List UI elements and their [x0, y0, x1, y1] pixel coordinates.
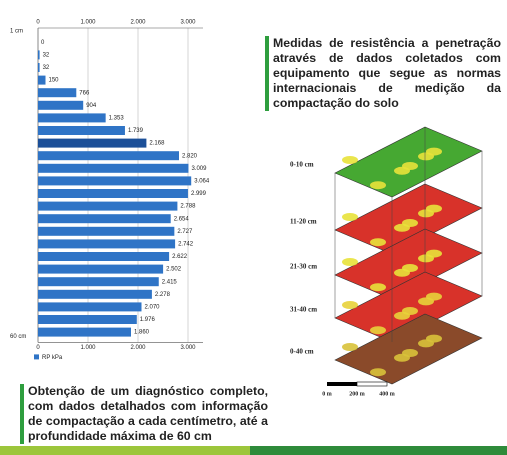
scale-bar: [356, 381, 388, 387]
bar: [38, 63, 40, 72]
bar: [38, 289, 152, 299]
caption: Obtenção de um diagnóstico completo, com…: [20, 384, 268, 444]
value-label: 3.064: [194, 178, 210, 184]
map-blob: [426, 147, 442, 156]
x-tick-label-top: 1.000: [80, 20, 96, 26]
map-blob: [370, 326, 386, 335]
layer-label: 21-30 cm: [290, 263, 317, 271]
value-label: 2.788: [180, 204, 196, 210]
map-blob: [402, 349, 418, 357]
x-tick-label-top: 3.000: [180, 20, 196, 26]
map-title: Medidas de resistência a penetração atra…: [265, 36, 501, 111]
bar: [38, 50, 40, 60]
bar: [38, 100, 84, 110]
value-label: 32: [43, 65, 50, 71]
value-label: 2.742: [178, 241, 194, 247]
bar: [38, 138, 147, 148]
x-tick-label-bottom: 3.000: [180, 345, 196, 351]
value-label: 2.820: [182, 153, 198, 159]
layer-label: 11-20 cm: [290, 218, 317, 226]
bar: [38, 239, 176, 249]
x-tick-label-top: 2.000: [130, 20, 146, 26]
layer-label: 0-10 cm: [290, 161, 314, 169]
bar: [38, 201, 178, 211]
value-label: 2.622: [172, 254, 188, 260]
bar: [38, 264, 164, 274]
map-blob: [342, 213, 358, 221]
map-blob: [370, 238, 386, 247]
bar: [38, 176, 192, 186]
map-blob: [426, 334, 442, 343]
bar: [38, 88, 77, 98]
value-label: 1.976: [140, 317, 156, 323]
value-label: 2.654: [174, 216, 190, 222]
bar: [38, 113, 106, 123]
bar: [38, 214, 171, 224]
x-tick-label-bottom: 0: [36, 345, 40, 351]
y-tick-label: 60 cm: [10, 334, 26, 340]
value-label: 2.168: [149, 141, 165, 147]
map-blob: [370, 283, 386, 292]
bar: [38, 302, 142, 312]
bar: [38, 75, 46, 85]
value-label: 2.415: [162, 279, 178, 285]
map-layer: [334, 313, 483, 385]
value-label: 2.502: [166, 267, 182, 273]
footer-band: [0, 446, 507, 455]
legend-swatch: [34, 354, 39, 360]
legend-label: RP kPa: [42, 355, 63, 361]
layer-label: 0-40 cm: [290, 348, 314, 356]
value-label: 766: [79, 90, 90, 96]
map-blob: [426, 292, 442, 301]
map-blob: [402, 162, 418, 170]
map-blob: [342, 156, 358, 164]
value-label: 150: [49, 78, 60, 84]
map-blob: [342, 343, 358, 351]
map-blob: [426, 249, 442, 258]
y-tick-label: 1 cm: [10, 29, 23, 35]
bar: [38, 252, 170, 261]
map-blob: [402, 307, 418, 315]
map-blob: [342, 258, 358, 266]
map-layer: [334, 126, 483, 198]
scale-label: 0 m: [322, 391, 332, 397]
value-label: 32: [43, 52, 50, 58]
value-label: 1.739: [128, 128, 144, 134]
map-blob: [370, 368, 386, 377]
map-blob: [402, 264, 418, 272]
bar: [38, 151, 179, 161]
value-label: 904: [86, 103, 97, 109]
footer-band-light: [0, 446, 250, 455]
value-label: 2.278: [155, 292, 171, 298]
map-blob: [426, 204, 442, 213]
scale-label: 400 m: [379, 391, 395, 397]
bar: [38, 327, 131, 337]
bar: [38, 226, 175, 236]
value-label: 1.860: [134, 330, 150, 336]
bar: [38, 126, 125, 135]
map-blob: [402, 219, 418, 227]
bar: [38, 189, 188, 198]
scale-label: 200 m: [349, 391, 365, 397]
layer-label: 31-40 cm: [290, 306, 317, 314]
bar: [38, 163, 189, 173]
value-label: 2.727: [177, 229, 193, 235]
x-tick-label-bottom: 1.000: [80, 345, 96, 351]
value-label: 2.070: [145, 304, 161, 310]
value-label: 2.999: [191, 191, 207, 197]
x-tick-label-top: 0: [36, 20, 40, 26]
map-blob: [370, 181, 386, 190]
bar: [38, 315, 137, 324]
bar: [38, 277, 159, 287]
value-label: 3.009: [191, 166, 207, 172]
x-tick-label-bottom: 2.000: [130, 345, 146, 351]
value-label: 0: [41, 40, 45, 46]
value-label: 1.353: [109, 115, 125, 121]
map-blob: [342, 301, 358, 309]
